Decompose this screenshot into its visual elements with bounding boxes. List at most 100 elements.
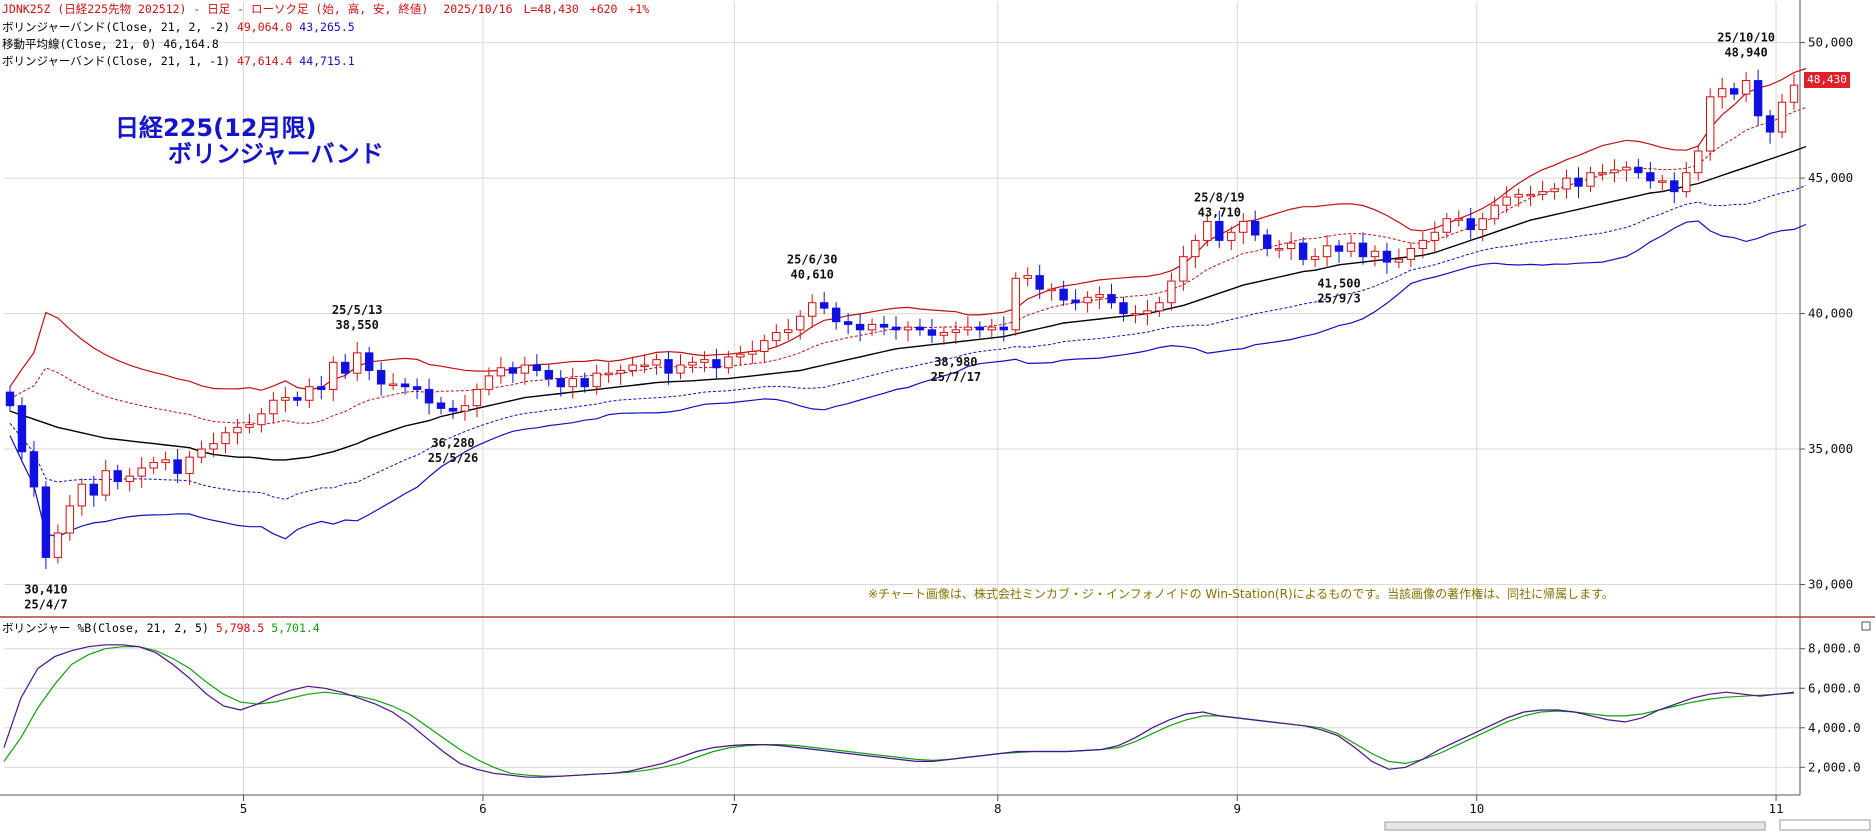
candle-body [724, 356, 733, 369]
candle [209, 432, 218, 457]
candle-body [1023, 275, 1032, 279]
candle [161, 451, 170, 471]
band-lower-2sigma [9, 220, 1807, 540]
candle-body [975, 326, 985, 331]
candle [592, 364, 601, 395]
candle-body [293, 397, 302, 401]
candle-body [1239, 220, 1248, 233]
candle-body [1526, 193, 1535, 197]
candle [1586, 166, 1595, 193]
candle-body [1454, 218, 1463, 221]
candle-body [1394, 258, 1404, 263]
x-tick-label: 10 [1469, 801, 1484, 816]
candle [1454, 210, 1463, 227]
candle [1670, 172, 1679, 204]
candle [819, 291, 829, 315]
candle [784, 318, 793, 341]
ma-label: 移動平均線(Close, 21, 0) [2, 37, 157, 51]
last-price-box: 48,430 [1804, 72, 1850, 88]
candle [1765, 109, 1775, 144]
candle-body [1634, 166, 1643, 174]
candle-body [89, 483, 99, 496]
bb1-label: ボリンジャーバンド(Close, 21, 1, -1) [2, 54, 231, 68]
candle [532, 354, 542, 377]
candle-body [484, 375, 494, 390]
candle-body [1382, 250, 1392, 263]
annotation-date: 25/10/10 [1717, 31, 1775, 45]
candle-body [616, 369, 625, 374]
candle [185, 451, 194, 486]
candle [903, 321, 913, 342]
candle [1131, 305, 1140, 324]
zoom-control [1779, 819, 1871, 831]
candle-body [1310, 256, 1320, 260]
candle-body [1011, 277, 1020, 331]
candle [1167, 272, 1176, 311]
candle [760, 334, 769, 364]
candle [544, 364, 553, 387]
candle-body [1370, 250, 1380, 258]
candle-body [1083, 296, 1092, 304]
candle-body [1059, 288, 1068, 301]
candle-body [1107, 294, 1116, 304]
candle [1262, 229, 1272, 257]
candle [1035, 264, 1044, 299]
candle [1502, 186, 1511, 214]
candle [1370, 245, 1380, 267]
candle [975, 321, 985, 338]
title-line1: 日経225(12月限) [115, 114, 317, 142]
x-tick-label: 9 [1233, 801, 1241, 816]
candle-body [628, 364, 637, 371]
candle-body [197, 448, 206, 458]
candle [1298, 237, 1308, 266]
candle [1191, 234, 1200, 269]
candle-body [53, 532, 63, 558]
candle-body [580, 378, 589, 388]
candle-body [1251, 220, 1260, 236]
candle-body [1191, 239, 1200, 258]
candle [628, 356, 637, 377]
candle-body [137, 467, 146, 477]
candle-body [185, 456, 194, 474]
candle [65, 495, 75, 541]
header-line1: JDNK25Z (日経225先物 202512) - 日足 - ローソク足 (始… [2, 2, 649, 17]
candle-body [987, 326, 997, 331]
candle [688, 356, 697, 373]
candle-body [113, 470, 122, 483]
candle-body [1227, 231, 1236, 241]
candle-body [1119, 302, 1128, 315]
candle [1107, 283, 1116, 309]
candle [1634, 158, 1643, 179]
credit-note: ※チャート画像は、株式会社ミンカブ・ジ・インフォノイドの Win-Station… [868, 587, 1614, 601]
annotation-date: 25/8/19 [1194, 190, 1245, 204]
candle [736, 345, 745, 365]
candle [1023, 267, 1032, 287]
header-date: 2025/10/16 [443, 2, 513, 16]
candle-body [424, 388, 434, 404]
candle-body [41, 486, 51, 558]
candle [1646, 161, 1655, 189]
candle [807, 294, 817, 328]
candle-body [1741, 80, 1751, 95]
annotation-value: 38,980 [934, 355, 977, 369]
candle-body [1167, 280, 1176, 304]
candle [1059, 280, 1068, 306]
candle-body [903, 326, 913, 331]
candle-body [1095, 294, 1104, 298]
candle-body [1155, 302, 1164, 312]
sub-header: ボリンジャー %B(Close, 21, 2, 5) 5,798.5 5,701… [2, 621, 320, 636]
candle-body [1562, 177, 1571, 190]
candle [963, 316, 973, 336]
candle-body [1502, 196, 1511, 206]
candle-body [1682, 172, 1691, 193]
candle-body [1777, 101, 1787, 133]
candle-body [1466, 218, 1475, 231]
candle [1179, 245, 1188, 291]
band-lower-1sigma [9, 185, 1807, 500]
candle [999, 316, 1008, 342]
sub-label: ボリンジャー %B(Close, 21, 2, 5) [2, 621, 209, 635]
candle-body [819, 302, 829, 309]
candle-body [269, 399, 278, 415]
